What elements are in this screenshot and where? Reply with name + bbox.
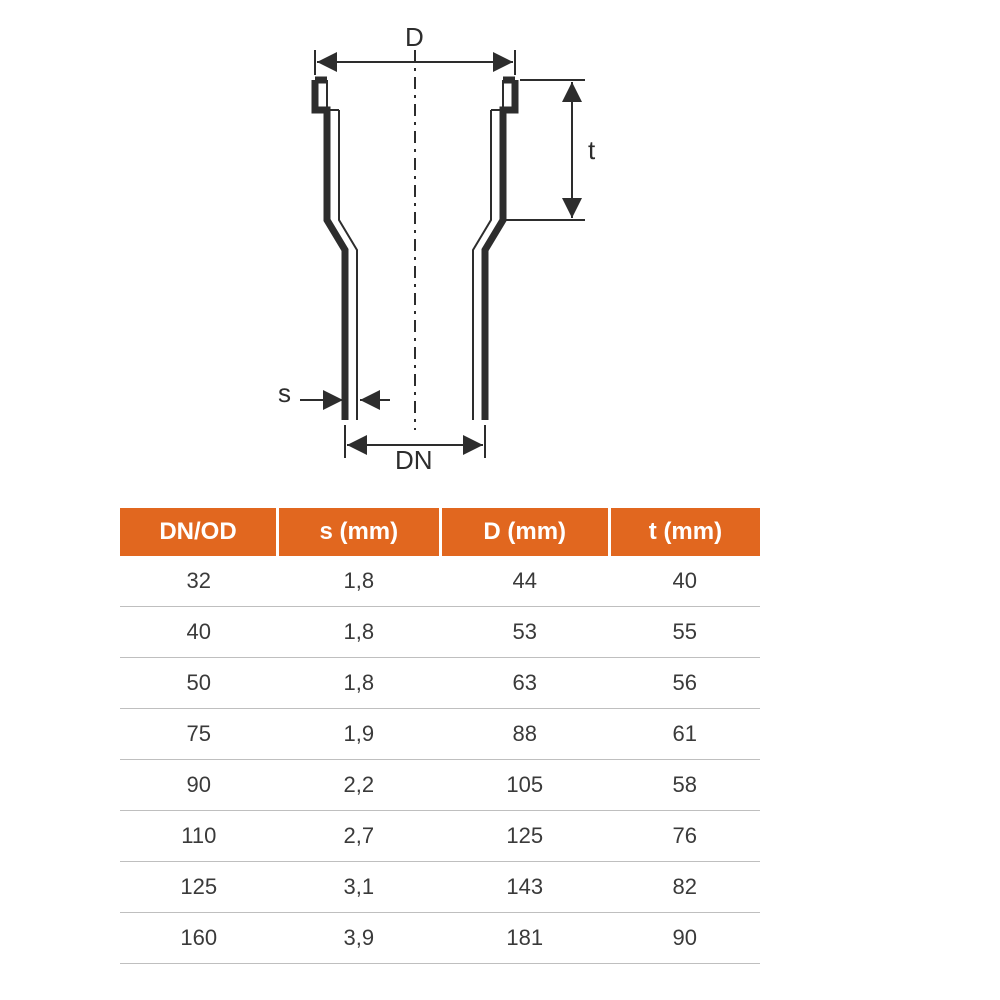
table-cell: 110 — [120, 811, 278, 862]
column-header: t (mm) — [609, 508, 760, 556]
table-row: 1102,712576 — [120, 811, 760, 862]
table-cell: 1,8 — [278, 556, 440, 607]
table-cell: 55 — [609, 607, 760, 658]
table-cell: 2,2 — [278, 760, 440, 811]
table-cell: 160 — [120, 913, 278, 964]
dim-label-DN: DN — [395, 445, 433, 476]
dim-label-t: t — [588, 135, 595, 166]
technical-diagram: D t s DN — [200, 20, 700, 470]
table-row: 401,85355 — [120, 607, 760, 658]
table-row: 902,210558 — [120, 760, 760, 811]
table-cell: 53 — [440, 607, 609, 658]
dimensions-table-wrapper: DN/ODs (mm)D (mm)t (mm) 321,84440401,853… — [120, 508, 760, 964]
table-cell: 1,9 — [278, 709, 440, 760]
table-header: DN/ODs (mm)D (mm)t (mm) — [120, 508, 760, 556]
table-cell: 76 — [609, 811, 760, 862]
table-row: 1603,918190 — [120, 913, 760, 964]
dim-label-s: s — [278, 378, 291, 409]
table-cell: 75 — [120, 709, 278, 760]
table-row: 1253,114382 — [120, 862, 760, 913]
table-cell: 125 — [120, 862, 278, 913]
table-cell: 90 — [120, 760, 278, 811]
table-cell: 125 — [440, 811, 609, 862]
table-cell: 56 — [609, 658, 760, 709]
dim-label-D: D — [405, 22, 424, 53]
table-cell: 32 — [120, 556, 278, 607]
table-cell: 90 — [609, 913, 760, 964]
table-cell: 1,8 — [278, 658, 440, 709]
table-cell: 2,7 — [278, 811, 440, 862]
table-cell: 181 — [440, 913, 609, 964]
table-body: 321,84440401,85355501,86356751,98861902,… — [120, 556, 760, 964]
table-cell: 1,8 — [278, 607, 440, 658]
table-row: 751,98861 — [120, 709, 760, 760]
table-cell: 58 — [609, 760, 760, 811]
table-cell: 105 — [440, 760, 609, 811]
column-header: s (mm) — [278, 508, 440, 556]
table-row: 321,84440 — [120, 556, 760, 607]
table-cell: 50 — [120, 658, 278, 709]
column-header: DN/OD — [120, 508, 278, 556]
table-cell: 40 — [120, 607, 278, 658]
table-cell: 63 — [440, 658, 609, 709]
table-cell: 82 — [609, 862, 760, 913]
pipe-cross-section-svg — [200, 20, 700, 470]
table-cell: 88 — [440, 709, 609, 760]
dimensions-table: DN/ODs (mm)D (mm)t (mm) 321,84440401,853… — [120, 508, 760, 964]
table-cell: 61 — [609, 709, 760, 760]
table-cell: 44 — [440, 556, 609, 607]
table-cell: 40 — [609, 556, 760, 607]
table-cell: 3,1 — [278, 862, 440, 913]
table-cell: 143 — [440, 862, 609, 913]
column-header: D (mm) — [440, 508, 609, 556]
table-row: 501,86356 — [120, 658, 760, 709]
table-cell: 3,9 — [278, 913, 440, 964]
